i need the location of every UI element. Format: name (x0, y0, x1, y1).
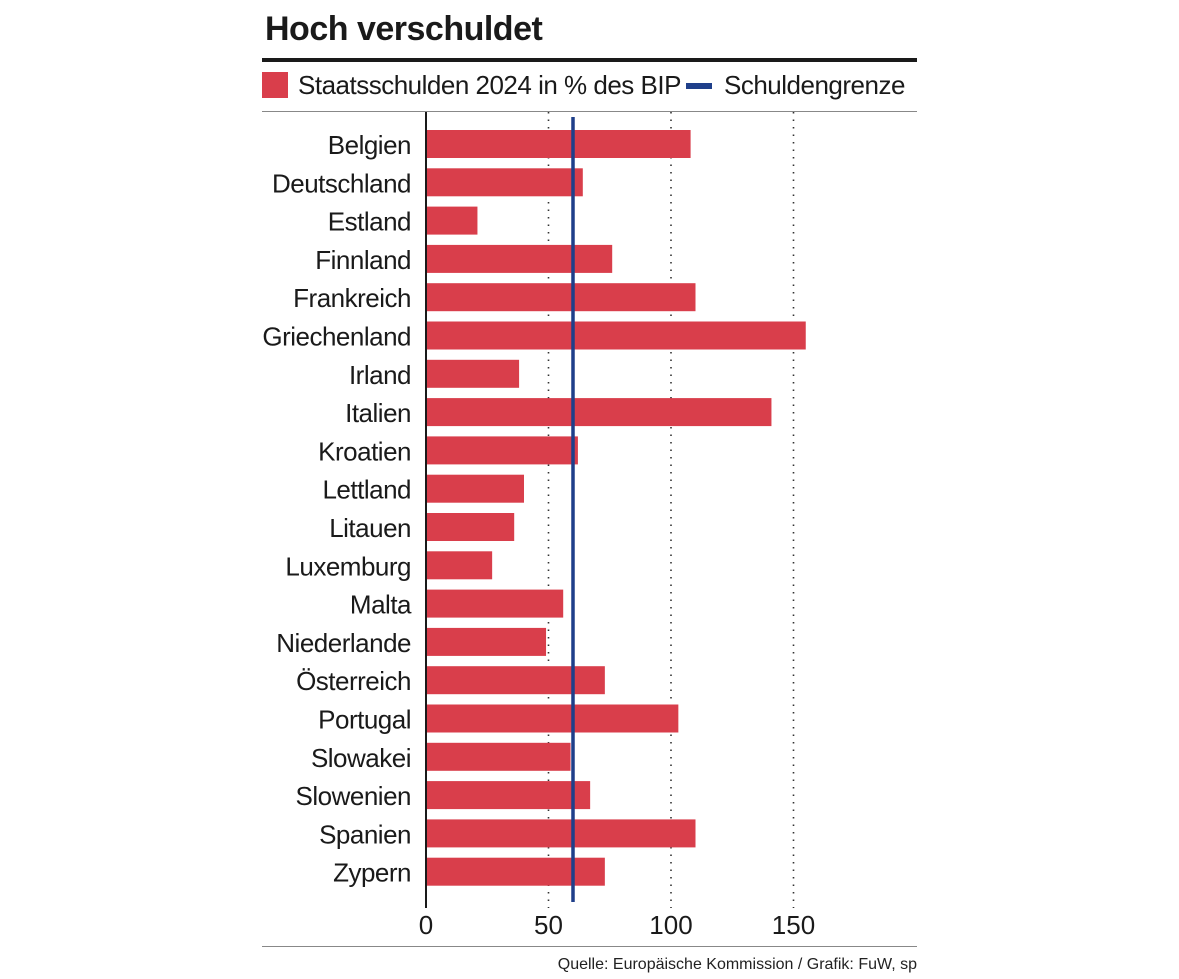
bar-11 (426, 551, 493, 580)
category-label-19: Zypern (333, 858, 411, 888)
x-tick-label-100: 100 (649, 910, 692, 940)
bar-9 (426, 474, 524, 503)
bar-19 (426, 857, 605, 886)
category-label-18: Spanien (319, 819, 411, 849)
category-label-15: Portugal (318, 705, 411, 735)
category-label-13: Niederlande (276, 628, 411, 658)
legend-rule (262, 111, 917, 112)
x-tick-label-50: 50 (534, 910, 563, 940)
bar-0 (426, 130, 691, 158)
bar-14 (426, 666, 605, 695)
category-label-4: Frankreich (293, 283, 411, 313)
bar-15 (426, 704, 679, 733)
legend: Staatsschulden 2024 in % des BIP Schulde… (262, 70, 917, 104)
bar-5 (426, 321, 806, 350)
category-label-1: Deutschland (272, 168, 411, 198)
category-label-7: Italien (345, 398, 411, 428)
category-label-17: Slowenien (296, 781, 411, 811)
x-tick-label-150: 150 (772, 910, 815, 940)
bar-7 (426, 398, 772, 427)
legend-bar-swatch (262, 72, 288, 98)
category-label-6: Irland (349, 360, 411, 390)
category-label-14: Österreich (296, 666, 411, 696)
category-label-11: Luxemburg (285, 551, 411, 581)
legend-limit-swatch (686, 83, 712, 89)
x-tick-label-0: 0 (419, 910, 433, 940)
category-label-12: Malta (350, 590, 412, 620)
category-label-8: Kroatien (318, 436, 411, 466)
category-label-2: Estland (328, 207, 411, 237)
bar-4 (426, 283, 696, 312)
bar-12 (426, 589, 564, 618)
bar-16 (426, 742, 571, 771)
category-label-10: Litauen (329, 513, 411, 543)
legend-bar-label: Staatsschulden 2024 in % des BIP (298, 70, 681, 100)
bar-8 (426, 436, 578, 465)
category-label-3: Finnland (315, 245, 411, 275)
source-note: Quelle: Europäische Kommission / Grafik:… (557, 956, 917, 973)
bar-17 (426, 781, 591, 810)
bar-6 (426, 359, 520, 388)
chart-title: Hoch verschuldet (265, 10, 543, 48)
bar-18 (426, 819, 696, 848)
legend-limit-label: Schuldengrenze (724, 70, 905, 100)
bar-1 (426, 168, 583, 197)
category-label-16: Slowakei (311, 743, 411, 773)
category-label-9: Lettland (322, 475, 411, 505)
category-label-5: Griechenland (262, 322, 411, 352)
bar-2 (426, 206, 478, 235)
bar-3 (426, 244, 613, 273)
bar-13 (426, 627, 547, 656)
category-label-0: Belgien (328, 130, 411, 160)
title-rule (262, 58, 917, 62)
bar-10 (426, 513, 515, 541)
footer-rule (262, 946, 917, 947)
